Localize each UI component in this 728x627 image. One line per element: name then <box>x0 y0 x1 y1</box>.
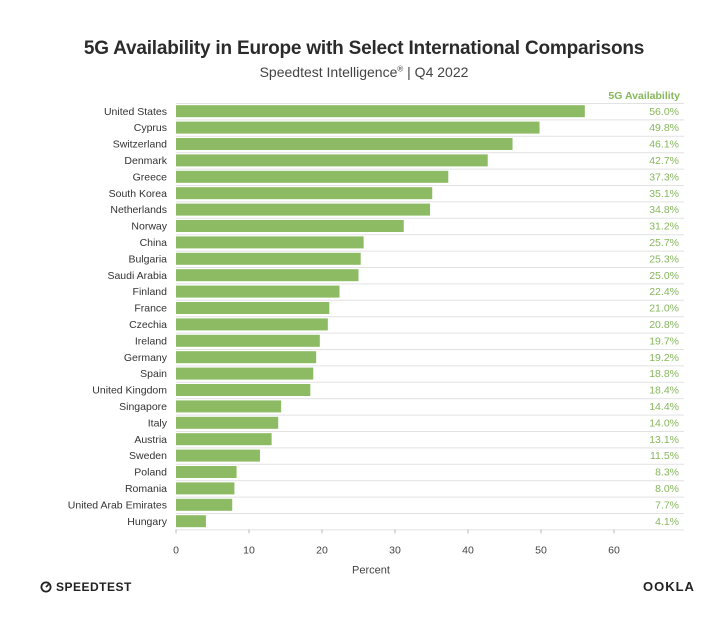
category-label: Italy <box>148 417 168 429</box>
category-label: Ireland <box>135 335 167 347</box>
category-label: Poland <box>134 467 167 479</box>
bar <box>176 220 404 232</box>
bar <box>176 498 233 511</box>
bar <box>176 203 431 216</box>
category-label: Singapore <box>119 401 167 413</box>
category-label: South Korea <box>109 188 168 200</box>
value-label: 56.0% <box>649 106 679 118</box>
x-tick-label: 50 <box>535 544 547 556</box>
speedometer-icon <box>40 581 52 593</box>
category-label: United Arab Emirates <box>68 499 167 511</box>
registered-mark: ® <box>397 64 404 74</box>
bar <box>176 400 282 413</box>
bar <box>176 285 340 298</box>
category-label: Spain <box>140 368 167 380</box>
category-label: Cyprus <box>134 122 167 134</box>
value-label: 37.3% <box>649 171 679 183</box>
category-label: Austria <box>134 434 167 446</box>
subtitle-tail: | Q4 2022 <box>403 64 469 80</box>
bar <box>176 187 433 200</box>
category-label: Saudi Arabia <box>107 270 167 282</box>
value-label: 34.8% <box>649 204 679 216</box>
bar <box>176 384 311 396</box>
bar <box>176 416 279 429</box>
bar <box>176 433 272 446</box>
bar <box>176 449 260 462</box>
chart-subtitle: Speedtest Intelligence® | Q4 2022 <box>0 64 728 80</box>
value-label: 22.4% <box>649 286 679 298</box>
category-label: Greece <box>133 171 168 183</box>
value-label: 14.0% <box>649 417 679 429</box>
value-label: 21.0% <box>649 303 679 315</box>
value-label: 42.7% <box>649 155 679 167</box>
bar <box>176 121 540 134</box>
x-tick-label: 0 <box>173 544 179 556</box>
bar <box>176 138 513 150</box>
value-label: 49.8% <box>649 122 679 134</box>
category-label: Czechia <box>129 319 167 331</box>
bar <box>176 318 328 331</box>
bar <box>176 367 314 380</box>
category-label: Germany <box>124 352 168 364</box>
category-label: Bulgaria <box>128 253 167 265</box>
value-column-header: 5G Availability <box>608 90 680 102</box>
x-tick-label: 60 <box>608 544 620 556</box>
category-label: Sweden <box>129 450 167 462</box>
category-label: United States <box>104 106 167 118</box>
x-tick-label: 40 <box>462 544 474 556</box>
bar <box>176 515 206 528</box>
category-label: Hungary <box>127 516 167 528</box>
ookla-logo: OOKLA <box>643 579 695 594</box>
category-label: United Kingdom <box>92 385 167 397</box>
category-label: Norway <box>131 221 167 233</box>
bar <box>176 105 585 118</box>
bar <box>176 170 449 183</box>
value-label: 31.2% <box>649 221 679 233</box>
bar <box>176 302 330 314</box>
value-label: 18.4% <box>649 385 679 397</box>
value-label: 46.1% <box>649 139 679 151</box>
bar <box>176 269 359 282</box>
category-label: Finland <box>133 286 168 298</box>
category-label: Denmark <box>124 155 167 167</box>
value-label: 20.8% <box>649 319 679 331</box>
value-label: 35.1% <box>649 188 679 200</box>
value-label: 11.5% <box>650 450 679 462</box>
value-label: 13.1% <box>649 434 679 446</box>
bar <box>176 252 361 265</box>
category-label: Netherlands <box>110 204 167 216</box>
category-label: China <box>140 237 168 249</box>
bar <box>176 482 235 495</box>
x-axis-label: Percent <box>352 564 390 576</box>
value-label: 14.4% <box>649 401 679 413</box>
speedtest-logo: SPEEDTEST <box>40 580 132 594</box>
value-label: 25.3% <box>649 253 679 265</box>
value-label: 8.0% <box>655 483 679 495</box>
value-label: 18.8% <box>649 368 679 380</box>
category-label: Switzerland <box>113 139 167 151</box>
category-label: Romania <box>125 483 167 495</box>
bar <box>176 351 317 364</box>
x-tick-label: 10 <box>243 544 255 556</box>
value-label: 7.7% <box>655 499 679 511</box>
value-label: 25.7% <box>649 237 679 249</box>
value-label: 25.0% <box>649 270 679 282</box>
value-label: 19.7% <box>649 335 679 347</box>
value-label: 19.2% <box>649 352 679 364</box>
subtitle-main: Speedtest Intelligence <box>259 64 398 80</box>
value-label: 8.3% <box>655 467 679 479</box>
bar <box>176 466 237 478</box>
x-tick-label: 30 <box>389 544 401 556</box>
value-label: 4.1% <box>655 516 679 528</box>
chart-title: 5G Availability in Europe with Select In… <box>83 38 645 59</box>
bar <box>176 334 320 347</box>
category-label: France <box>134 303 167 315</box>
x-tick-label: 20 <box>316 544 328 556</box>
speedtest-logo-text: SPEEDTEST <box>56 580 132 594</box>
bar <box>176 236 364 249</box>
bar <box>176 154 488 167</box>
